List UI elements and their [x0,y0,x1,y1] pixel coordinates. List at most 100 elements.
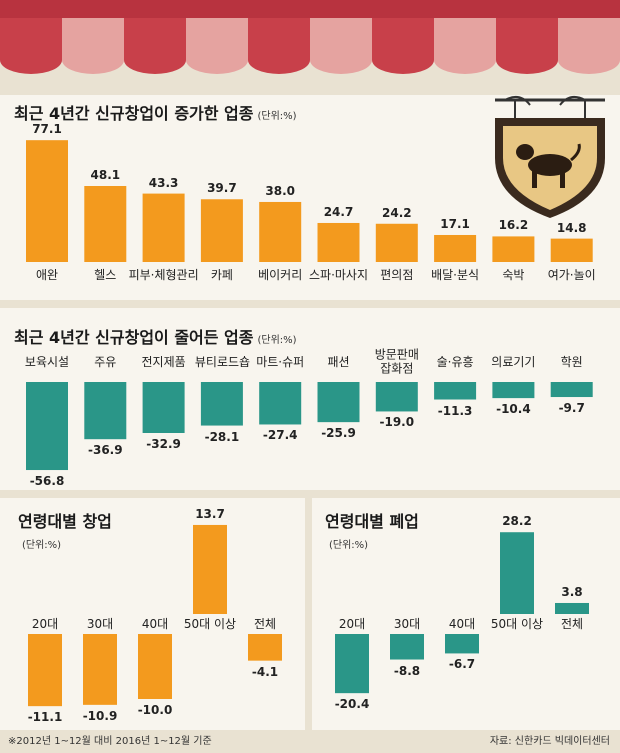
value-label: -25.9 [321,425,356,440]
category-label: 스파·마사지 [308,267,369,282]
bar [375,382,418,412]
bar [259,382,302,425]
source: 자료: 신한카드 빅데이터센터 [489,736,610,747]
category-label: 전체 [560,616,584,631]
category-label: 숙박 [502,267,525,282]
value-label: -36.9 [88,442,123,457]
unit-label: (단위:%) [22,540,62,551]
category-label: 카페 [210,267,233,282]
chart-title: 최근 4년간 신규창업이 증가한 업종 [14,104,254,123]
category-label: 방문판매 잡화점 [374,347,419,376]
value-label: 13.7 [195,506,225,521]
bar [28,634,62,707]
value-label: -10.4 [496,401,531,416]
bar [138,634,172,699]
awning [0,0,620,74]
category-label: 20대 [338,616,366,631]
value-label: -6.7 [448,657,476,672]
value-label: -11.1 [27,709,63,724]
value-label: -20.4 [334,696,370,711]
bar [317,382,360,423]
value-label: -28.1 [204,429,240,444]
bar [142,193,185,262]
category-label: 애완 [35,267,59,282]
bar [84,186,127,262]
bar [26,140,68,262]
category-label: 헬스 [94,267,117,282]
bar [434,234,477,262]
bar [335,634,369,694]
value-label: 77.1 [32,121,62,136]
bar [550,238,593,262]
bar [200,382,243,426]
value-label: -8.8 [393,663,421,678]
category-label: 베이커리 [258,267,303,282]
value-label: -27.4 [262,428,298,443]
shop-sign [495,95,605,218]
category-label: 피부·체형관리 [128,267,199,282]
value-label: 24.2 [381,205,412,220]
value-label: -10.0 [137,702,173,717]
value-label: 16.2 [498,218,529,233]
chart-heading: 최근 4년간 신규창업이 줄어든 업종 (단위:%) [14,328,297,347]
bar [555,602,589,614]
category-label: 보육시설 [24,354,70,369]
chart-title: 최근 4년간 신규창업이 줄어든 업종 [14,328,254,347]
category-label: 전체 [253,616,277,631]
bar [200,199,243,262]
chart-heading: 최근 4년간 신규창업이 증가한 업종 (단위:%) [14,104,297,123]
bar [248,634,282,661]
category-label: 패션 [327,354,350,369]
footnote: ※2012년 1~12월 대비 2016년 1~12월 기준 [8,736,212,747]
value-label: 3.8 [561,584,583,599]
category-label: 30대 [86,616,114,631]
bar [193,524,227,614]
unit-label: (단위:%) [257,335,297,346]
category-label: 50대 이상 [490,616,544,631]
bar [26,382,68,471]
value-label: -32.9 [146,436,181,451]
value-label: -9.7 [558,400,585,415]
value-label: -19.0 [379,415,415,430]
bar [492,382,535,399]
category-label: 40대 [448,616,476,631]
value-label: 24.7 [323,204,354,219]
value-label: 17.1 [440,216,470,231]
category-label: 주유 [94,354,117,369]
bar [83,634,117,705]
category-label: 학원 [560,354,583,369]
category-label: 40대 [141,616,169,631]
bar [492,236,535,262]
category-label: 뷰티로드숍 [194,354,251,369]
unit-label: (단위:%) [257,111,297,122]
category-label: 20대 [31,616,59,631]
bar [259,201,302,262]
value-label: 14.8 [556,220,587,235]
category-label: 전지제품 [141,354,186,369]
bar [500,532,534,614]
unit-label: (단위:%) [329,540,369,551]
category-label: 마트·슈퍼 [256,354,305,369]
value-label: -10.9 [82,708,118,723]
category-label: 술·유흥 [436,354,474,369]
value-label: 28.2 [502,514,532,529]
bar [445,634,479,654]
value-label: -56.8 [29,473,65,488]
value-label: 48.1 [90,167,121,182]
category-label: 여가·놀이 [547,267,596,282]
value-label: 43.3 [148,175,179,190]
bar [84,382,127,440]
bar [390,634,424,660]
category-label: 배달·분식 [431,267,480,282]
category-label: 30대 [393,616,421,631]
category-label: 50대 이상 [183,616,237,631]
chart-title: 연령대별 폐업 [325,512,419,531]
value-label: 38.0 [265,183,295,198]
bar [550,382,593,398]
category-label: 편의점 [380,267,414,282]
bar [434,382,477,400]
value-label: -11.3 [437,403,473,418]
chart-title: 연령대별 창업 [18,512,112,531]
